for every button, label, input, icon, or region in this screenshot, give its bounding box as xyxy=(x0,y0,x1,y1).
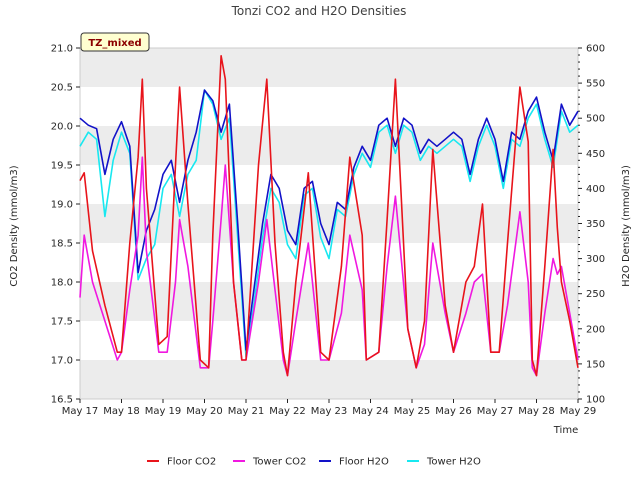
y2-tick-label: 450 xyxy=(586,149,605,160)
legend: Floor CO2 Tower CO2 Floor H2O Tower H2O xyxy=(147,457,481,468)
y-tick-label: 21.0 xyxy=(51,44,73,55)
y2-tick-label: 550 xyxy=(586,79,605,90)
x-tick-label: May 27 xyxy=(477,406,514,417)
series-line-tower-co2 xyxy=(79,156,579,377)
y-tick-label: 20.5 xyxy=(51,83,73,94)
y2-tick-label: 350 xyxy=(586,219,605,230)
x-tick-label: May 23 xyxy=(311,406,348,417)
background-bands xyxy=(80,48,578,399)
x-tick-label: May 29 xyxy=(560,406,597,417)
y2-tick-label: 100 xyxy=(586,395,605,406)
series-lines xyxy=(79,54,579,377)
y2-tick-label: 150 xyxy=(586,359,605,370)
y-tick-label: 19.5 xyxy=(51,161,73,172)
y-tick-label: 20.0 xyxy=(51,122,73,133)
series-line-tower-h2o xyxy=(79,89,579,358)
x-tick-label: May 19 xyxy=(145,406,182,417)
y-tick-label: 16.5 xyxy=(51,395,73,406)
y2-tick-label: 400 xyxy=(586,184,605,195)
y2-axis-title: H2O Density (mmol/m3) xyxy=(621,165,632,287)
x-tick-label: May 20 xyxy=(186,406,223,417)
x-tick-label: May 25 xyxy=(394,406,431,417)
y-tick-label: 17.0 xyxy=(51,356,73,367)
y-tick-label: 18.5 xyxy=(51,239,73,250)
x-tick-label: May 17 xyxy=(62,406,99,417)
band-0 xyxy=(80,360,578,399)
band-8 xyxy=(80,48,578,87)
y2-tick-label: 600 xyxy=(586,44,605,55)
site-badge: TZ_mixed xyxy=(80,32,150,52)
legend-label: Floor H2O xyxy=(339,457,389,468)
y-tick-label: 19.0 xyxy=(51,200,73,211)
y2-tick-label: 500 xyxy=(586,114,605,125)
y2-tick-label: 200 xyxy=(586,324,605,335)
x-tick-label: May 22 xyxy=(269,406,306,417)
x-tick-label: May 18 xyxy=(103,406,140,417)
band-2 xyxy=(80,282,578,321)
band-4 xyxy=(80,204,578,243)
x-axis-title: Time xyxy=(553,425,578,436)
y-tick-label: 17.5 xyxy=(51,317,73,328)
y2-tick-label: 300 xyxy=(586,254,605,265)
x-tick-label: May 28 xyxy=(518,406,555,417)
y-tick-label: 18.0 xyxy=(51,278,73,289)
series-line-floor-co2 xyxy=(79,54,579,377)
x-tick-label: May 21 xyxy=(228,406,265,417)
axis-ticks: May 17 May 18 May 19 May 20 May 21 May 22 May … xyxy=(51,44,605,418)
legend-label: Tower CO2 xyxy=(252,457,306,468)
y-axis-title: CO2 Density (mmol/m3) xyxy=(9,165,20,286)
legend-label: Tower H2O xyxy=(426,457,481,468)
series-line-floor-h2o xyxy=(79,89,579,351)
chart-title: Tonzi CO2 and H2O Densities xyxy=(231,4,407,18)
site-badge-label: TZ_mixed xyxy=(88,38,141,49)
x-tick-label: May 26 xyxy=(435,406,472,417)
band-6 xyxy=(80,126,578,165)
y2-tick-label: 250 xyxy=(586,289,605,300)
x-tick-label: May 24 xyxy=(352,406,389,417)
legend-label: Floor CO2 xyxy=(167,457,216,468)
